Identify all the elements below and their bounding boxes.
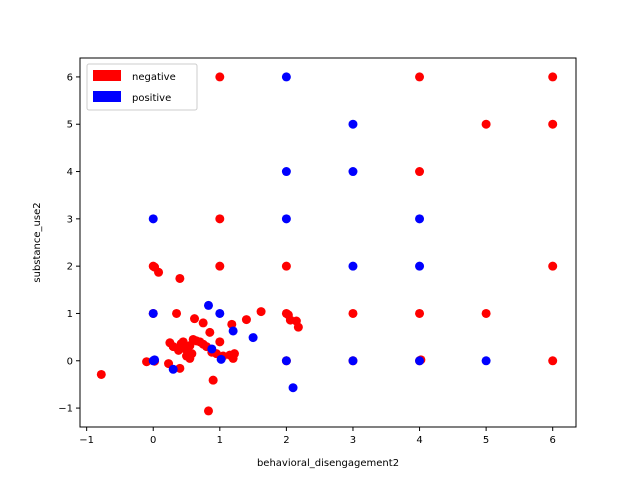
x-tick-label: −1 (79, 435, 94, 446)
point-positive-14 (207, 344, 217, 354)
point-positive-3 (348, 167, 358, 177)
x-tick-label: 5 (483, 435, 489, 446)
point-negative-27 (415, 308, 425, 318)
point-positive-20 (348, 356, 358, 366)
point-negative-4 (548, 119, 558, 129)
y-tick-label: 4 (67, 167, 73, 178)
point-positive-12 (228, 326, 238, 336)
point-negative-51 (187, 349, 197, 359)
point-positive-19 (281, 356, 291, 366)
x-tick-label: 1 (217, 435, 223, 446)
data-points (96, 72, 558, 416)
y-tick-label: 6 (67, 72, 73, 83)
point-positive-4 (148, 214, 158, 224)
x-tick-label: 0 (150, 435, 156, 446)
point-negative-55 (175, 363, 185, 373)
point-positive-6 (415, 214, 425, 224)
point-positive-7 (348, 261, 358, 271)
point-positive-8 (415, 261, 425, 271)
point-negative-44 (215, 337, 225, 347)
point-negative-13 (175, 273, 185, 283)
legend-label-negative: negative (132, 72, 176, 83)
point-positive-15 (216, 354, 226, 364)
point-negative-57 (203, 406, 213, 416)
point-negative-34 (178, 337, 188, 347)
point-negative-26 (348, 308, 358, 318)
point-negative-6 (215, 214, 225, 224)
point-negative-17 (198, 318, 208, 328)
point-positive-22 (481, 356, 491, 366)
y-axis-ticks: −1 0 1 2 3 4 5 6 (58, 72, 80, 415)
plot-area-frame (79, 57, 577, 428)
x-tick-label: 4 (416, 435, 422, 446)
x-tick-label: 2 (283, 435, 289, 446)
legend: negative positive (86, 63, 198, 111)
legend-swatch-negative (93, 70, 121, 81)
point-negative-2 (548, 72, 558, 82)
point-positive-0 (281, 72, 291, 82)
point-positive-1 (348, 119, 358, 129)
point-positive-2 (281, 167, 291, 177)
point-positive-10 (203, 300, 213, 310)
point-negative-0 (215, 72, 225, 82)
point-positive-17 (150, 355, 160, 365)
point-positive-11 (215, 308, 225, 318)
point-negative-3 (481, 119, 491, 129)
point-negative-5 (415, 167, 425, 177)
point-negative-63 (548, 356, 558, 366)
y-tick-label: 1 (67, 309, 73, 320)
point-negative-11 (281, 261, 291, 271)
y-tick-label: 2 (67, 262, 73, 273)
point-negative-29 (205, 327, 215, 337)
y-tick-label: 5 (67, 120, 73, 131)
point-negative-28 (481, 308, 491, 318)
point-negative-19 (241, 315, 251, 325)
point-negative-15 (172, 308, 182, 318)
y-axis-label: substance_use2 (32, 202, 43, 282)
y-tick-label: 0 (67, 356, 73, 367)
point-negative-52 (142, 357, 152, 367)
point-positive-13 (248, 333, 258, 343)
point-positive-23 (288, 383, 298, 393)
y-tick-label: −1 (58, 404, 73, 415)
x-tick-label: 3 (350, 435, 356, 446)
x-tick-label: 6 (550, 435, 556, 446)
point-negative-48 (229, 349, 239, 359)
legend-swatch-positive (93, 91, 121, 102)
x-axis-ticks: −1 0 1 2 3 4 5 6 (79, 427, 556, 446)
x-axis-label: behavioral_disengagement2 (257, 458, 399, 469)
legend-label-positive: positive (132, 93, 171, 104)
y-tick-label: 3 (67, 214, 73, 225)
point-negative-9 (154, 267, 164, 277)
point-negative-10 (215, 261, 225, 271)
point-positive-5 (281, 214, 291, 224)
point-positive-21 (415, 356, 425, 366)
point-negative-25 (293, 322, 303, 332)
point-negative-16 (190, 314, 200, 324)
point-positive-18 (168, 364, 178, 374)
point-negative-1 (415, 72, 425, 82)
point-negative-58 (96, 369, 106, 379)
point-negative-12 (548, 261, 558, 271)
point-negative-56 (208, 375, 218, 385)
point-negative-20 (256, 307, 266, 317)
point-positive-9 (148, 308, 158, 318)
